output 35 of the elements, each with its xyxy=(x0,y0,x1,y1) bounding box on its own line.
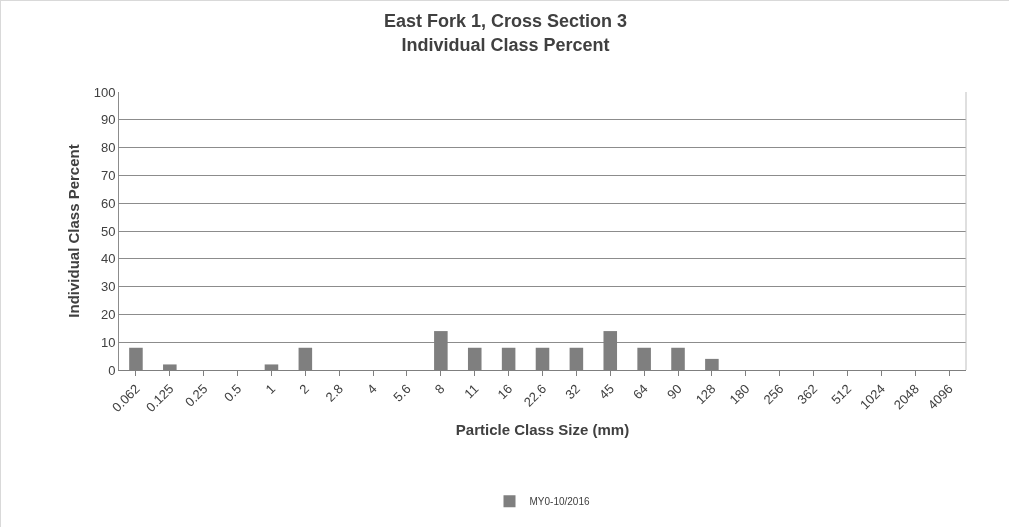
x-tick-label: 128 xyxy=(692,381,719,408)
x-tick-label: 256 xyxy=(760,381,787,408)
y-tick-label: 50 xyxy=(100,223,116,239)
x-axis-title: Particle Class Size (mm) xyxy=(455,420,630,438)
y-tick-label: 60 xyxy=(100,195,116,211)
x-tick-label: 5.6 xyxy=(390,381,414,405)
x-tick-label: 16 xyxy=(494,381,516,403)
y-tick-label: 70 xyxy=(100,167,116,183)
y-tick-label: 90 xyxy=(100,112,116,128)
x-tick-label: 64 xyxy=(630,381,651,403)
y-tick-label: 40 xyxy=(100,251,116,267)
x-tick-label: 45 xyxy=(596,381,617,403)
x-tick-label: 362 xyxy=(794,381,821,408)
x-tick-label: 90 xyxy=(663,381,685,403)
x-tick-label: 4 xyxy=(364,381,380,397)
x-tick-label: 32 xyxy=(562,381,584,403)
chart-subtitle: Individual Class Percent xyxy=(401,34,610,55)
y-tick-label: 30 xyxy=(100,279,116,295)
y-axis-title: Individual Class Percent xyxy=(65,144,82,318)
x-tick-label: 512 xyxy=(828,381,855,408)
x-tick-label: 1 xyxy=(262,381,279,397)
y-tick-label: 10 xyxy=(100,334,116,350)
y-tick-label: 20 xyxy=(100,306,116,322)
x-tick-label: 2 xyxy=(296,381,313,397)
x-tick-label: 11 xyxy=(461,381,482,402)
y-tick-label: 80 xyxy=(100,140,116,156)
x-tick-label: 2.8 xyxy=(322,381,346,405)
x-tick-label: 0.25 xyxy=(181,381,211,410)
x-tick-label: 8 xyxy=(431,381,448,397)
chart-title: East Fork 1, Cross Section 3 xyxy=(383,11,628,32)
y-tick-label: 100 xyxy=(93,84,116,100)
y-tick-label: 0 xyxy=(108,362,116,378)
legend-label: MY0-10/2016 xyxy=(529,496,590,508)
x-tick-label: 0.5 xyxy=(220,381,245,405)
x-tick-label: 180 xyxy=(726,381,753,408)
